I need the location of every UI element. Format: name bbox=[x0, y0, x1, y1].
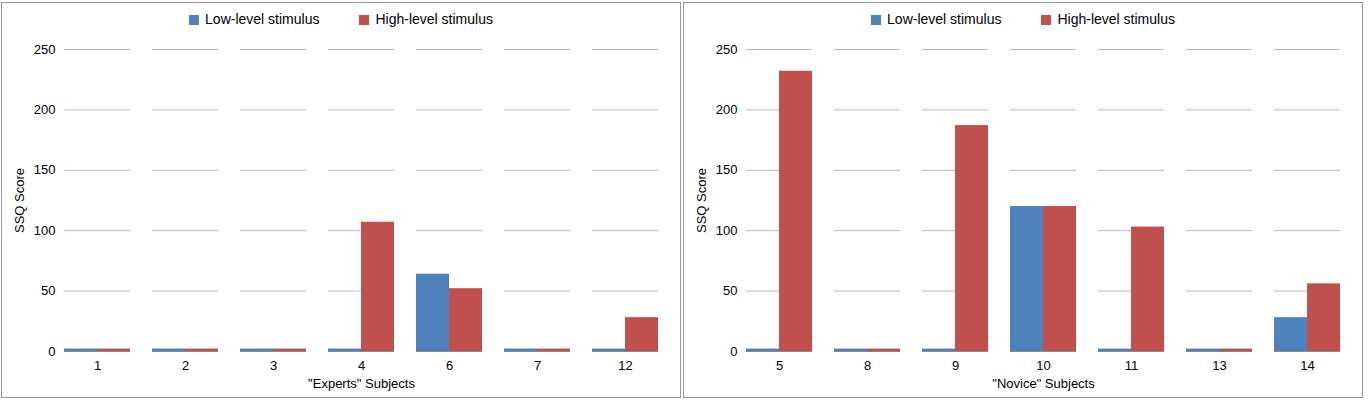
svg-text:13: 13 bbox=[1212, 358, 1226, 373]
svg-text:9: 9 bbox=[952, 358, 959, 373]
svg-text:"Experts" Subjects: "Experts" Subjects bbox=[308, 376, 415, 391]
svg-text:2: 2 bbox=[182, 358, 189, 373]
svg-text:50: 50 bbox=[41, 283, 55, 298]
svg-text:0: 0 bbox=[730, 344, 737, 359]
svg-text:250: 250 bbox=[716, 42, 738, 57]
svg-text:100: 100 bbox=[716, 223, 738, 238]
svg-text:1: 1 bbox=[94, 358, 101, 373]
svg-text:8: 8 bbox=[864, 358, 871, 373]
html-text:Low-level stimulus: Low-level stimulus bbox=[205, 11, 320, 27]
svg-text:10: 10 bbox=[1036, 358, 1050, 373]
svg-text:12: 12 bbox=[618, 358, 632, 373]
svg-text:200: 200 bbox=[34, 102, 56, 117]
svg-text:SSQ Score: SSQ Score bbox=[694, 168, 709, 233]
svg-text:0: 0 bbox=[48, 344, 55, 359]
svg-text:150: 150 bbox=[34, 162, 56, 177]
svg-text:5: 5 bbox=[776, 358, 783, 373]
html-text:High-level stimulus: High-level stimulus bbox=[1057, 11, 1175, 27]
svg-text:14: 14 bbox=[1300, 358, 1314, 373]
svg-text:250: 250 bbox=[34, 42, 56, 57]
svg-text:3: 3 bbox=[270, 358, 277, 373]
svg-text:7: 7 bbox=[534, 358, 541, 373]
svg-text:4: 4 bbox=[358, 358, 365, 373]
svg-text:"Novice" Subjects: "Novice" Subjects bbox=[992, 376, 1095, 391]
html-text:Low-level stimulus: Low-level stimulus bbox=[887, 11, 1002, 27]
svg-text:50: 50 bbox=[723, 283, 737, 298]
svg-text:150: 150 bbox=[716, 162, 738, 177]
svg-text:200: 200 bbox=[716, 102, 738, 117]
html-text:High-level stimulus: High-level stimulus bbox=[375, 11, 493, 27]
svg-text:100: 100 bbox=[34, 223, 56, 238]
svg-text:SSQ Score: SSQ Score bbox=[12, 168, 27, 233]
svg-text:6: 6 bbox=[446, 358, 453, 373]
svg-text:11: 11 bbox=[1125, 358, 1139, 373]
